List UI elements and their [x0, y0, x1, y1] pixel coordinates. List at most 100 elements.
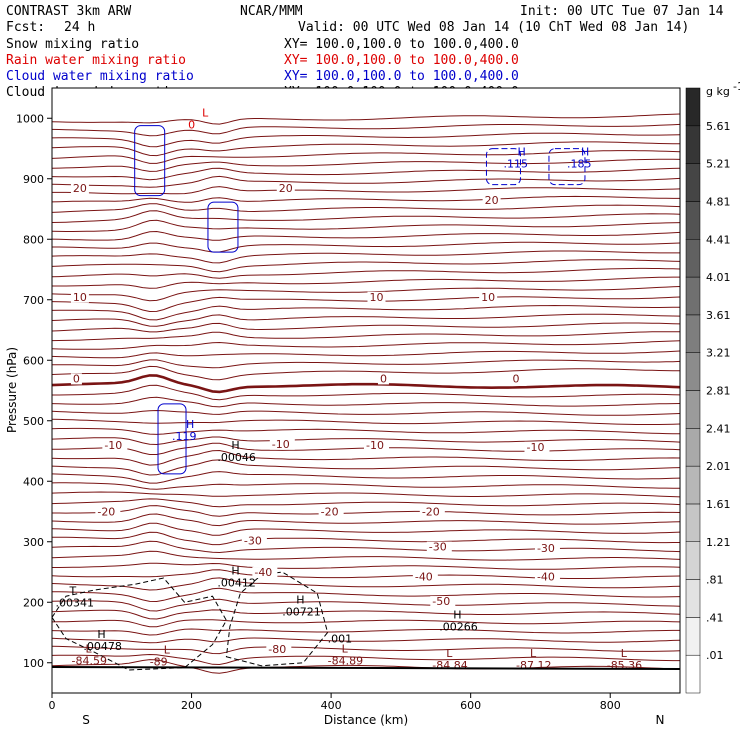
hl-value-6: .00478 [83, 640, 122, 653]
isotherm-275 [52, 550, 680, 561]
isotherm-470 [52, 436, 680, 446]
isotherm-755 [52, 259, 680, 273]
field-xy-1: XY= 100.0,100.0 to 100.0,400.0 [284, 53, 519, 68]
hl-value-13: .119 [172, 430, 197, 443]
hl-value-7: .001 [328, 633, 353, 646]
colorbar-bin-1 [685, 617, 701, 656]
field-xy-2: XY= 100.0,100.0 to 100.0,400.0 [284, 69, 519, 84]
colorbar-level-0: .01 [706, 649, 724, 662]
field-name-2: Cloud water mixing ratio [6, 69, 194, 84]
temp-label-6: 20 [73, 182, 87, 195]
hl-value-5: -85.36 [607, 659, 642, 672]
plot-area [52, 88, 680, 693]
isotherm-965 [52, 132, 680, 148]
colorbar-level-9: 3.61 [706, 309, 731, 322]
hl-value-0: -84.59 [72, 654, 107, 667]
temp-label-13: -20 [97, 506, 115, 519]
isotherm-320 [52, 522, 680, 536]
temp-label-bg-11 [364, 439, 389, 451]
temp-label-21: -40 [537, 570, 555, 583]
hl-value-8: .00266 [439, 620, 478, 633]
surface-line [51, 666, 681, 670]
temp-label-15: -20 [422, 506, 440, 519]
y-tick-label-1: 200 [23, 596, 44, 609]
hl-kind-14: H [517, 146, 525, 159]
isotherm-560 [52, 374, 680, 394]
temp-label-10: -10 [272, 438, 290, 451]
colorbar: .01 .41 .81 1.21 1.61 2.01 2.41 2.81 3.21 3.61 4.0… [685, 80, 740, 694]
isotherm-485 [52, 427, 680, 435]
temperature-contours [52, 113, 680, 674]
isotherm-905 [52, 167, 680, 181]
temp-label-bg-4 [367, 291, 386, 303]
cloud-water-blob-2 [548, 148, 586, 186]
colorbar-level-6: 2.41 [706, 422, 731, 435]
temp-label-bg-10 [269, 438, 295, 450]
hl-value-15: .185 [567, 158, 592, 171]
temp-label-4: 10 [369, 291, 383, 304]
colorbar-bin-12 [685, 201, 701, 240]
temp-label-17: -30 [429, 541, 447, 554]
isotherm-740 [52, 267, 680, 279]
temp-label-16: -30 [244, 535, 262, 548]
isotherm-515 [52, 409, 680, 416]
isotherm-290 [52, 540, 680, 554]
y-axis-label: Pressure (hPa) [5, 347, 19, 433]
x-end-right: N [656, 713, 665, 727]
colorbar-level-8: 3.21 [706, 347, 731, 360]
temp-label-bg-1 [377, 373, 389, 385]
isotherm-725 [52, 276, 680, 289]
colorbar-bin-0 [685, 654, 701, 694]
valid-label: Valid: 00 UTC Wed 08 Jan 14 (10 ChT Wed … [298, 20, 689, 35]
isotherm-440 [52, 449, 680, 466]
colorbar-level-3: 1.21 [706, 536, 731, 549]
isotherm-785 [52, 241, 680, 253]
hl-kind-11: H [231, 564, 239, 577]
ice-contour-1 [225, 571, 329, 667]
hl-kind-0: L [86, 642, 93, 655]
isotherm-335 [52, 513, 680, 527]
temp-label-bg-19 [252, 567, 278, 579]
colorbar-bin-6 [685, 428, 701, 467]
isotherm-800 [52, 230, 680, 241]
isotherm-830 [52, 210, 680, 223]
hl-kind-10: T [68, 584, 76, 597]
isotherm-875 [52, 186, 680, 195]
y-tick-label-8: 900 [23, 173, 44, 186]
hl-kind-13: H [186, 418, 194, 431]
isotherm-695 [52, 296, 680, 313]
temp-label-22: -50 [432, 595, 450, 608]
isotherm-110 [52, 653, 680, 666]
isotherm-635 [52, 331, 680, 342]
temp-label-bg-5 [479, 291, 498, 303]
temp-label-bg-9 [102, 439, 128, 451]
x-tick-label-2: 400 [321, 699, 342, 712]
temp-label-18: -30 [537, 542, 555, 555]
x-end-left: S [82, 713, 90, 727]
temp-label-0: 0 [73, 372, 80, 385]
temp-label-bg-15 [419, 506, 445, 518]
y-tick-label-9: 1000 [16, 112, 44, 125]
isotherm-545 [52, 384, 680, 401]
temp-label-19: -40 [254, 566, 272, 579]
colorbar-level-11: 4.41 [706, 233, 731, 246]
contour-labels: 0 0 0 10 10 10 20 20 20 -10 -10 -10 -10 -20 -20 -20 -30 -… [70, 182, 560, 656]
isotherm-410 [52, 471, 680, 484]
isotherm-350 [52, 505, 680, 517]
isotherm-260 [52, 562, 680, 570]
fcst-value: 24 h [64, 20, 95, 35]
hl-value-16: 0 [188, 118, 195, 131]
temp-label-bg-16 [241, 535, 267, 547]
temp-label-bg-2 [510, 373, 522, 385]
isotherm-890 [52, 175, 680, 188]
hl-value-2: -84.89 [328, 654, 363, 667]
isotherm-605 [52, 350, 680, 359]
isotherm-140 [52, 637, 680, 644]
colorbar-unit-exp: -1 [733, 80, 740, 93]
temp-label-bg-17 [426, 541, 452, 553]
hl-value-4: -87.12 [516, 659, 551, 672]
plot-frame [51, 87, 681, 694]
hl-kind-15: H [581, 146, 589, 159]
